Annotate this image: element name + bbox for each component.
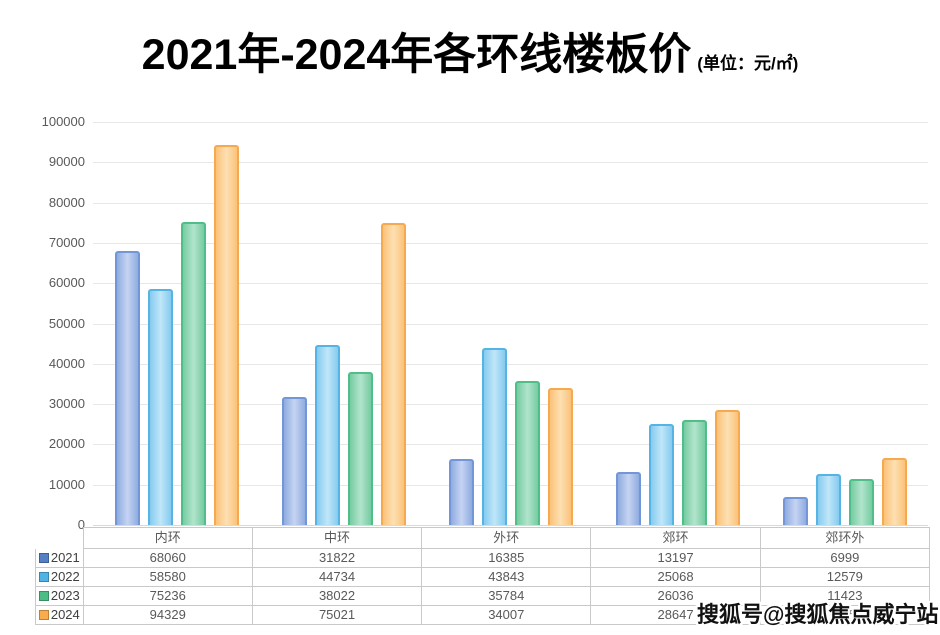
bar-2022-外环 — [481, 348, 507, 525]
gridline — [93, 202, 928, 204]
y-axis-tick-label: 0 — [77, 517, 85, 532]
y-axis-tick-label: 80000 — [48, 194, 85, 210]
bar-2024-郊环外 — [881, 458, 907, 525]
value-cell-2022-郊环: 25068 — [590, 567, 761, 587]
category-header-中环: 中环 — [251, 527, 423, 549]
legend-swatch-2022 — [38, 572, 49, 582]
category-header-外环: 外环 — [421, 527, 592, 549]
legend-key-2021: 2021 — [35, 548, 84, 568]
y-axis-tick-label: 10000 — [48, 476, 85, 492]
bar-2021-内环 — [114, 250, 140, 525]
value-cell-2021-内环: 68060 — [82, 548, 253, 568]
y-axis-tick-label: 100000 — [41, 114, 85, 129]
value-cell-2021-郊环外: 6999 — [759, 548, 931, 568]
table-row-2022: 2022 58580 44734 43843 25068 12579 — [35, 567, 931, 587]
y-axis-tick-label: 90000 — [48, 154, 85, 170]
bar-2022-郊环外 — [815, 474, 841, 525]
bar-2024-外环 — [547, 387, 573, 525]
gridline — [93, 242, 928, 244]
legend-label: 2023 — [50, 588, 80, 603]
chart-title: 2021年-2024年各环线楼板价 — [141, 31, 692, 79]
gridline — [93, 162, 928, 164]
bar-2022-郊环 — [648, 423, 674, 525]
legend-key-2024: 2024 — [35, 605, 84, 625]
legend-key-2023: 2023 — [35, 586, 84, 606]
bar-2023-中环 — [347, 371, 373, 525]
x-axis-line — [93, 525, 928, 526]
y-axis-tick-label: 40000 — [48, 355, 85, 371]
gridline — [93, 363, 928, 365]
chart-data-table: 内环 中环 外环 郊环 郊环外 2021 68060 31822 16385 13197 6999 2… — [35, 527, 931, 625]
y-axis-tick-label: 50000 — [48, 315, 85, 331]
bar-2023-内环 — [180, 221, 206, 525]
value-cell-2022-外环: 43843 — [421, 567, 592, 587]
y-axis-tick-label: 20000 — [48, 436, 85, 452]
legend-label: 2021 — [50, 550, 80, 565]
value-cell-2023-郊环: 26036 — [590, 586, 761, 606]
y-axis-tick-label: 70000 — [48, 234, 85, 250]
legend-swatch-2023 — [38, 591, 49, 601]
value-cell-2021-外环: 16385 — [421, 548, 592, 568]
bar-2022-内环 — [147, 288, 173, 525]
gridline — [93, 484, 928, 486]
y-axis-tick-label: 60000 — [48, 275, 85, 291]
gridline — [93, 122, 928, 123]
value-cell-2021-中环: 31822 — [251, 548, 423, 568]
bar-2021-外环 — [448, 458, 474, 525]
legend-label: 2024 — [50, 607, 80, 622]
bar-2023-郊环 — [681, 420, 707, 525]
bar-2022-中环 — [314, 344, 340, 525]
table-row-2021: 2021 68060 31822 16385 13197 6999 — [35, 548, 931, 568]
legend-swatch-2024 — [38, 610, 49, 620]
y-axis-tick-label: 30000 — [48, 396, 85, 412]
chart-header: 2021年-2024年各环线楼板价 (单位：元/㎡) — [0, 20, 940, 82]
legend-label: 2022 — [50, 569, 80, 584]
value-cell-2022-内环: 58580 — [82, 567, 253, 587]
value-cell-2024-郊环外: 16553 — [759, 605, 931, 625]
bar-chart-plot-area: 0 10000 20000 30000 40000 50000 60000 70000 8000… — [42, 114, 928, 532]
category-header-郊环外: 郊环外 — [759, 527, 931, 549]
value-cell-2021-郊环: 13197 — [590, 548, 761, 568]
legend-key-2022: 2022 — [35, 567, 84, 587]
bar-2023-郊环外 — [848, 478, 874, 525]
value-cell-2023-内环: 75236 — [82, 586, 253, 606]
chart-unit-label: (单位：元/㎡) — [697, 54, 799, 73]
gridline — [93, 323, 928, 325]
gridline — [93, 283, 928, 285]
value-cell-2023-外环: 35784 — [421, 586, 592, 606]
bar-2024-中环 — [380, 222, 406, 525]
legend-swatch-2021 — [38, 553, 49, 563]
category-header-郊环: 郊环 — [590, 527, 761, 549]
bar-2024-内环 — [213, 144, 239, 525]
bar-2021-中环 — [281, 396, 307, 525]
value-cell-2022-郊环外: 12579 — [759, 567, 931, 587]
watermark: 搜狐号@搜狐焦点威宁站 — [697, 602, 939, 627]
table-row-2024: 2024 94329 75021 34007 28647 16553 — [35, 605, 931, 625]
bar-2021-郊环 — [615, 471, 641, 525]
bar-2023-外环 — [514, 380, 540, 525]
bar-2024-郊环 — [714, 409, 740, 525]
value-cell-2024-外环: 34007 — [421, 605, 592, 625]
bar-2021-郊环外 — [782, 496, 808, 525]
category-header-内环: 内环 — [82, 527, 253, 549]
gridline — [93, 404, 928, 406]
value-cell-2023-中环: 38022 — [251, 586, 423, 606]
value-cell-2022-中环: 44734 — [251, 567, 423, 587]
value-cell-2024-中环: 75021 — [251, 605, 423, 625]
value-cell-2024-内环: 94329 — [82, 605, 253, 625]
table-corner-cell — [35, 527, 84, 549]
gridline — [93, 444, 928, 446]
